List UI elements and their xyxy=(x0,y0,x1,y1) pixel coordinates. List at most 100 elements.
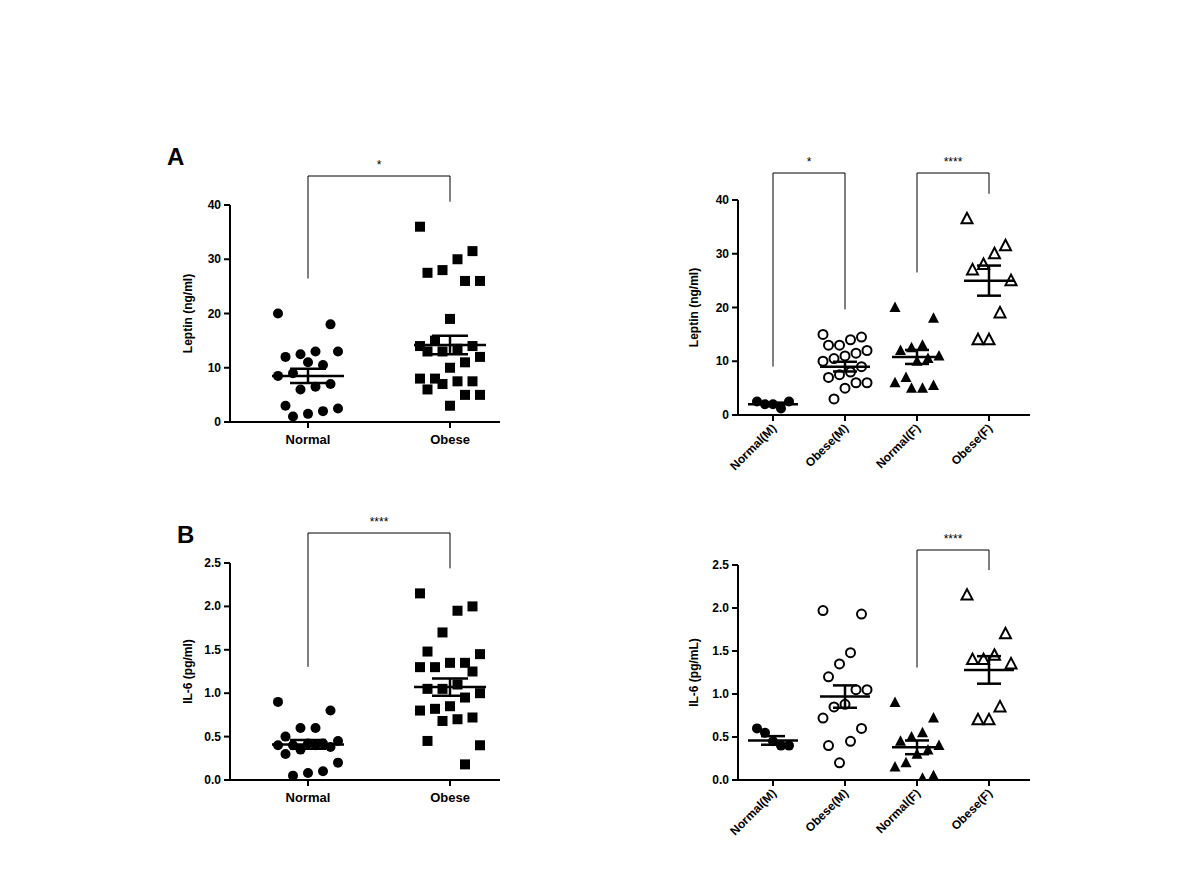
data-point xyxy=(852,349,861,358)
error-cap xyxy=(290,739,326,742)
x-axis xyxy=(738,414,1030,416)
data-point xyxy=(1006,658,1017,669)
y-tick xyxy=(732,199,738,201)
y-tick-label: 1.5 xyxy=(712,644,729,658)
x-axis xyxy=(230,421,500,423)
data-point xyxy=(326,706,336,716)
error-bar xyxy=(432,678,468,695)
data-point xyxy=(928,379,939,390)
data-point xyxy=(423,384,433,394)
y-tick xyxy=(224,736,230,738)
y-tick xyxy=(732,307,738,309)
data-point xyxy=(438,716,448,726)
plot-area xyxy=(748,213,1017,414)
data-point xyxy=(819,606,828,615)
y-axis-label: Leptin (ng/ml) xyxy=(687,268,701,347)
error-cap xyxy=(977,264,1001,267)
plot-area xyxy=(272,222,486,422)
error-bar xyxy=(977,656,1001,684)
x-tick-label: Normal(F) xyxy=(873,421,923,471)
error-stem xyxy=(772,736,775,745)
data-point xyxy=(857,333,866,342)
data-point xyxy=(901,757,912,768)
data-point xyxy=(438,684,448,694)
y-tick xyxy=(224,605,230,607)
data-point xyxy=(415,222,425,232)
data-point xyxy=(475,688,485,698)
y-tick-label: 0.0 xyxy=(712,773,729,787)
data-point xyxy=(978,259,989,270)
data-point xyxy=(995,307,1006,318)
chart: IL-6 (pg/mL)0.00.51.01.52.02.5Normal(M)O… xyxy=(687,532,1030,838)
significance-bracket xyxy=(308,176,450,279)
error-cap xyxy=(761,405,785,408)
data-point xyxy=(468,246,478,256)
x-tick xyxy=(844,780,846,786)
data-point xyxy=(917,772,928,780)
data-point xyxy=(445,314,455,324)
data-point xyxy=(288,771,298,780)
error-bar xyxy=(833,362,857,372)
x-tick xyxy=(772,415,774,421)
data-point xyxy=(1000,628,1011,639)
data-point xyxy=(288,412,298,422)
data-point xyxy=(819,714,828,723)
data-point xyxy=(415,374,425,384)
data-point xyxy=(967,654,978,665)
data-point xyxy=(333,758,343,768)
data-point xyxy=(333,403,343,413)
y-tick-label: 2.0 xyxy=(712,601,729,615)
data-point xyxy=(846,335,855,344)
data-point xyxy=(273,309,283,319)
data-point xyxy=(824,672,833,681)
data-point xyxy=(890,302,901,313)
y-tick-label: 2.0 xyxy=(204,599,221,613)
y-tick xyxy=(732,650,738,652)
x-tick-label: Normal(M) xyxy=(727,421,779,473)
data-point xyxy=(445,658,455,668)
y-tick xyxy=(732,736,738,738)
y-tick-label: 0 xyxy=(722,408,729,422)
data-point xyxy=(475,352,485,362)
y-tick-label: 2.5 xyxy=(204,556,221,570)
error-bar xyxy=(290,369,326,383)
y-axis xyxy=(229,563,231,780)
data-point xyxy=(281,732,291,742)
y-tick xyxy=(732,607,738,609)
error-cap xyxy=(432,695,468,698)
data-point xyxy=(967,264,978,275)
data-point xyxy=(311,723,321,733)
data-point xyxy=(423,684,433,694)
error-cap xyxy=(761,743,785,746)
error-stem xyxy=(844,362,847,372)
figure: ALeptin (ng/ml)010203040NormalObese*Lept… xyxy=(0,0,1190,885)
chart: BIL-6 (pg/ml)0.00.51.01.52.02.5NormalObe… xyxy=(177,515,500,805)
data-point xyxy=(835,659,844,668)
data-point xyxy=(296,384,306,394)
x-tick-label: Obese xyxy=(430,432,470,447)
x-tick-label: Obese xyxy=(430,790,470,805)
data-point xyxy=(281,401,291,411)
y-tick-label: 20 xyxy=(208,307,222,321)
error-bar xyxy=(290,740,326,749)
error-bar xyxy=(761,736,785,745)
data-point xyxy=(906,382,917,393)
y-tick xyxy=(224,367,230,369)
error-cap xyxy=(761,401,785,404)
data-point xyxy=(273,697,283,707)
y-tick-label: 30 xyxy=(716,247,730,261)
plot-area xyxy=(748,589,1017,780)
y-tick-label: 1.5 xyxy=(204,643,221,657)
y-axis xyxy=(737,565,739,780)
data-point xyxy=(475,649,485,659)
x-tick-label: Normal(M) xyxy=(727,786,779,838)
x-tick-label: Obese(M) xyxy=(803,421,852,470)
error-cap xyxy=(290,748,326,751)
data-point xyxy=(863,346,872,355)
error-cap xyxy=(432,677,468,680)
error-cap xyxy=(290,368,326,371)
y-tick-label: 10 xyxy=(208,361,222,375)
y-tick-label: 40 xyxy=(208,198,222,212)
data-point xyxy=(438,627,448,637)
error-stem xyxy=(449,336,452,354)
